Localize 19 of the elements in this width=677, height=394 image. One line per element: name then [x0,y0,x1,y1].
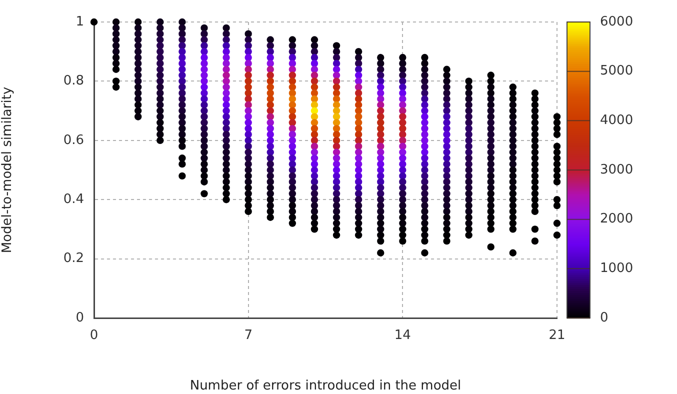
color-bar-label: 4000 [600,113,634,128]
y-tick-label: 0.4 [63,192,84,207]
color-bar-label: 6000 [600,14,634,30]
y-tick-label: 0 [76,310,84,326]
y-axis-title: Model-to-model similarity [0,86,16,254]
x-tick-label: 7 [244,328,252,344]
x-tick-label: 21 [548,328,566,344]
y-tick-label: 0.8 [63,74,84,89]
color-bar-label: 3000 [600,162,634,178]
y-tick-label: 0.2 [63,251,84,266]
x-tick-label: 0 [90,328,98,344]
color-bar-label: 1000 [600,261,634,276]
y-tick-label: 0.6 [63,132,84,148]
x-tick-label: 14 [394,328,411,344]
color-bar-label: 2000 [600,212,634,227]
y-tick-label: 1 [76,14,84,30]
color-bar-label: 0 [600,310,608,326]
x-axis-title: Number of errors introduced in the model [190,378,462,394]
color-bar-label: 5000 [600,64,634,79]
